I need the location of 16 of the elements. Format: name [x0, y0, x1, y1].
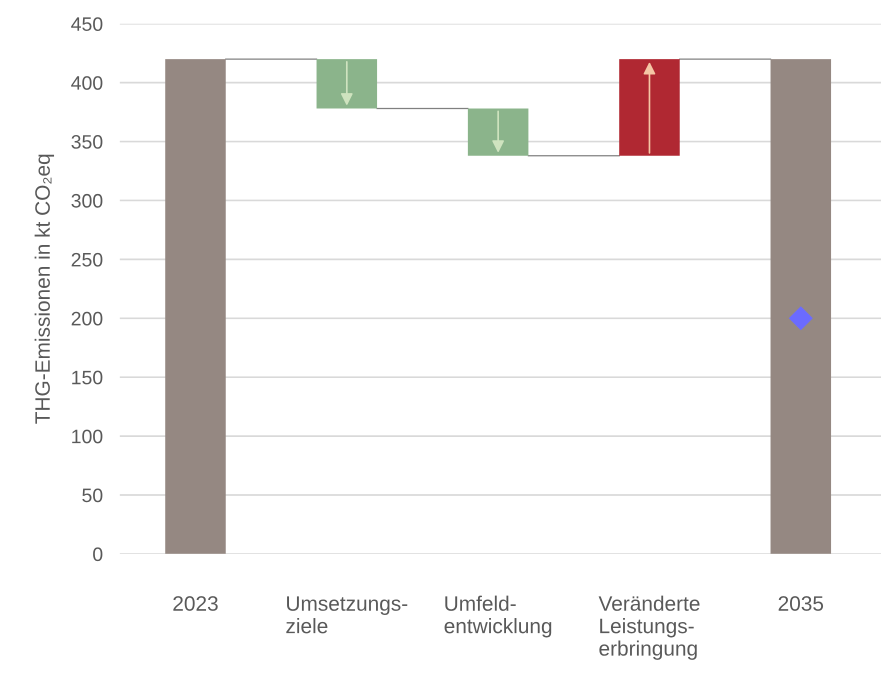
- y-tick-label: 450: [71, 17, 102, 31]
- y-tick-label: 100: [72, 430, 102, 444]
- y-tick-label: 350: [71, 135, 102, 149]
- y-tick-label: 250: [72, 252, 102, 267]
- x-tick-label: Veränderte Leistungs- erbringung: [598, 596, 700, 660]
- y-tick-label: 200: [72, 312, 102, 326]
- y-axis-title: THG-Emissionen in kt CO₂eq: [34, 154, 54, 424]
- y-tick-label: 150: [72, 370, 102, 384]
- x-tick-label: Umfeld- entwicklung: [444, 596, 552, 638]
- y-tick-label: 400: [71, 76, 102, 90]
- y-tick-label: 300: [71, 194, 102, 208]
- y-tick-label: 50: [82, 488, 102, 502]
- x-tick-label: 2035: [778, 596, 824, 611]
- x-tick-label: 2023: [173, 596, 218, 611]
- x-tick-label: Umsetzungs- ziele: [286, 596, 408, 634]
- y-tick-label: 0: [93, 547, 102, 562]
